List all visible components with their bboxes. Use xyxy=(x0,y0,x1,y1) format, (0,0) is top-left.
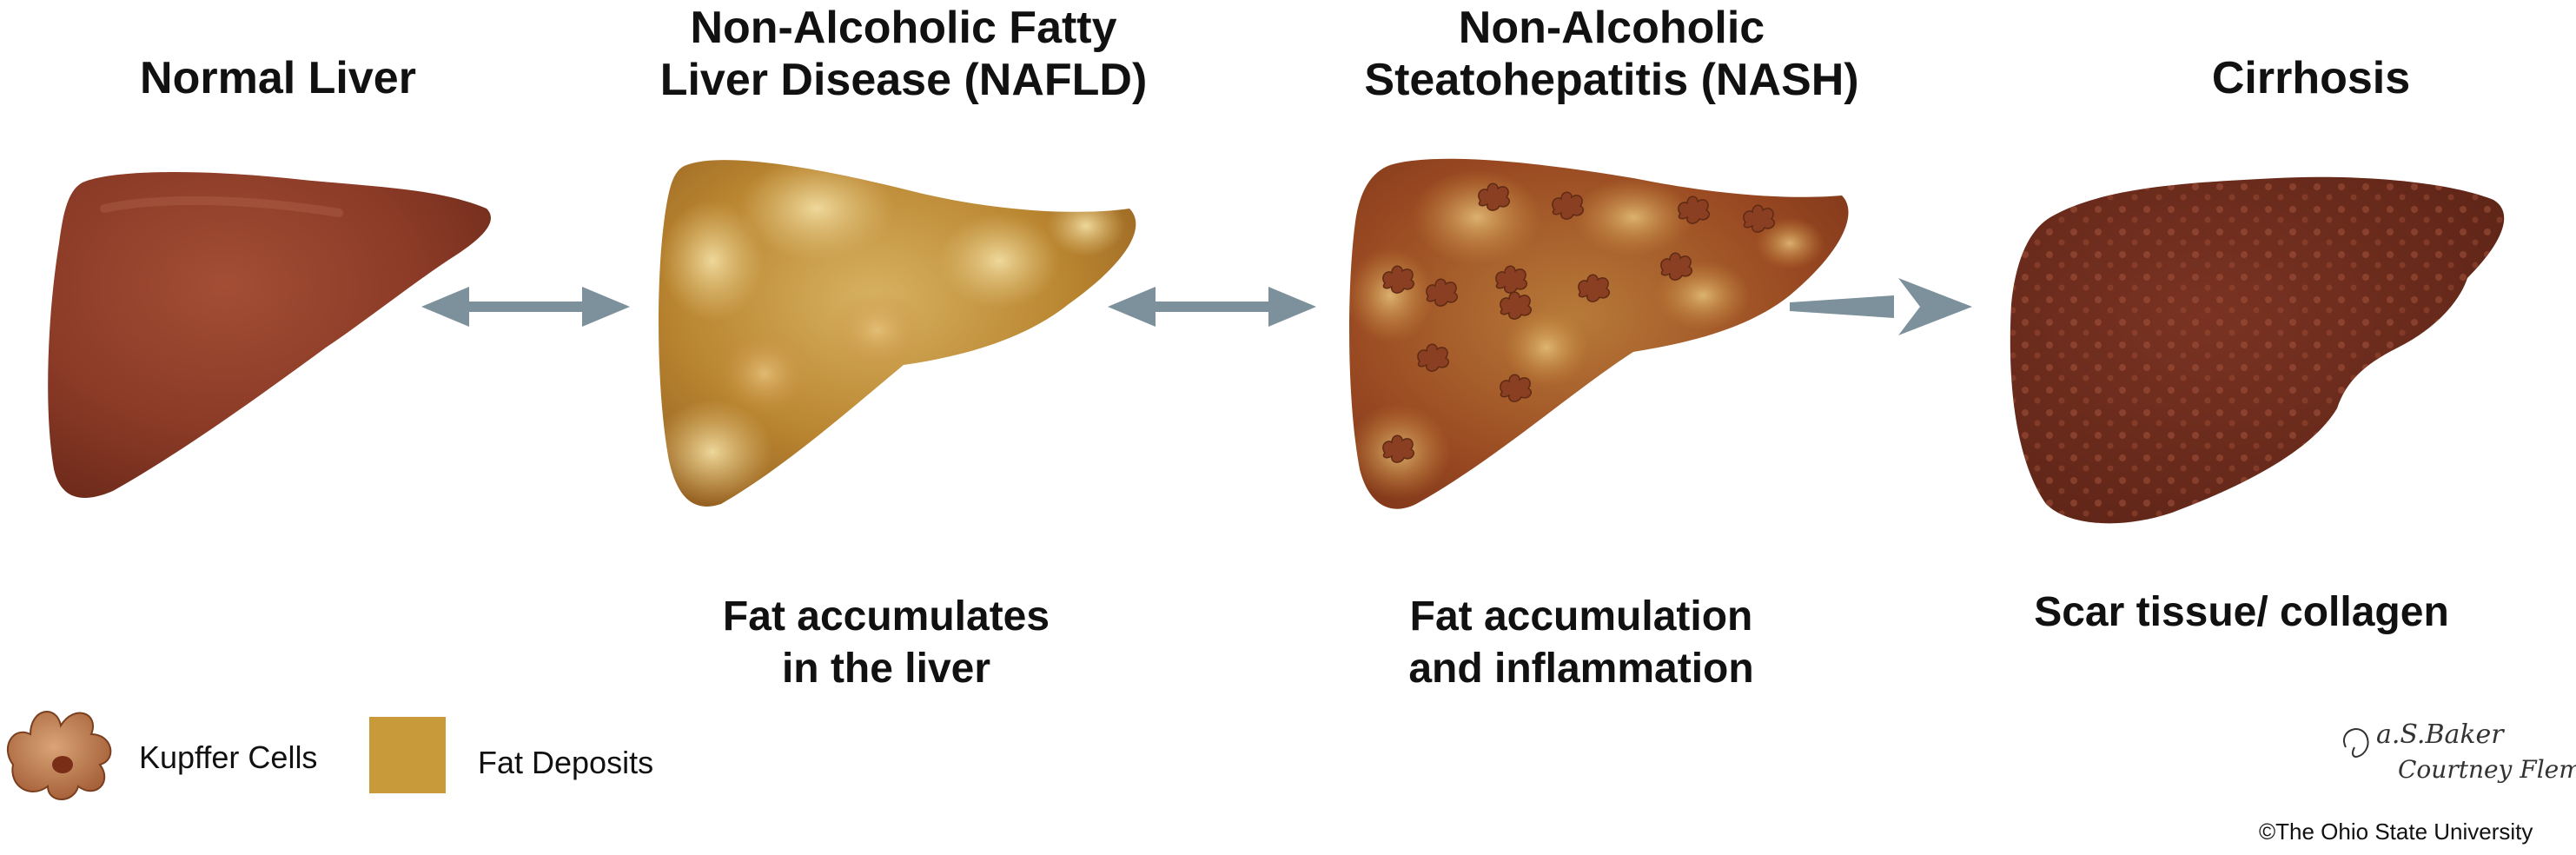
stage-caption-nafld: Fat accumulates in the liver xyxy=(722,593,1050,692)
kupffer-cell xyxy=(1495,265,1527,294)
svg-text:a.S.Baker: a.S.Baker xyxy=(2376,719,2505,750)
legend-fat-label: Fat Deposits xyxy=(478,745,654,780)
copyright-notice: ©The Ohio State University xyxy=(2259,819,2533,845)
kupffer-cell xyxy=(1678,196,1710,224)
kupffer-cell xyxy=(1500,374,1532,402)
kupffer-cell xyxy=(1382,434,1414,463)
kupffer-cell xyxy=(1660,252,1692,281)
kupffer-cell xyxy=(1426,278,1458,307)
fat-deposit-legend-swatch xyxy=(369,717,446,793)
kupffer-cell xyxy=(1578,274,1610,302)
forward-arrow-nash-cirrhosis xyxy=(1790,278,1972,335)
kupffer-cell xyxy=(1478,182,1510,211)
legend-kupffer-label: Kupffer Cells xyxy=(139,739,318,775)
stage-title-nafld: Non-Alcoholic Fatty Liver Disease (NAFLD… xyxy=(659,3,1148,105)
kupffer-cell xyxy=(1500,291,1532,320)
stage-caption-nash: Fat accumulation and inflammation xyxy=(1408,593,1754,692)
bidirectional-arrow-normal-nafld xyxy=(421,287,630,327)
nash-liver xyxy=(1349,158,1849,509)
kupffer-cell xyxy=(1382,265,1414,294)
kupffer-cell xyxy=(1552,191,1584,220)
kupffer-cell-legend-icon xyxy=(7,711,112,800)
artist-signature: a.S.Baker Courtney Fleming xyxy=(2343,719,2576,784)
nafld-liver xyxy=(659,160,1136,507)
cirrhosis-liver xyxy=(2010,176,2505,524)
normal-liver xyxy=(48,172,491,498)
svg-text:Courtney Fleming: Courtney Fleming xyxy=(2398,755,2576,784)
stage-title-nash: Non-Alcoholic Steatohepatitis (NASH) xyxy=(1364,3,1859,105)
stage-title-normal-liver: Normal Liver xyxy=(140,53,416,103)
kupffer-cell xyxy=(1417,343,1449,372)
stage-caption-cirrhosis: Scar tissue/ collagen xyxy=(2034,589,2449,635)
stage-title-cirrhosis: Cirrhosis xyxy=(2211,53,2411,103)
bidirectional-arrow-nafld-nash xyxy=(1108,287,1316,327)
kupffer-cell xyxy=(1743,204,1775,233)
